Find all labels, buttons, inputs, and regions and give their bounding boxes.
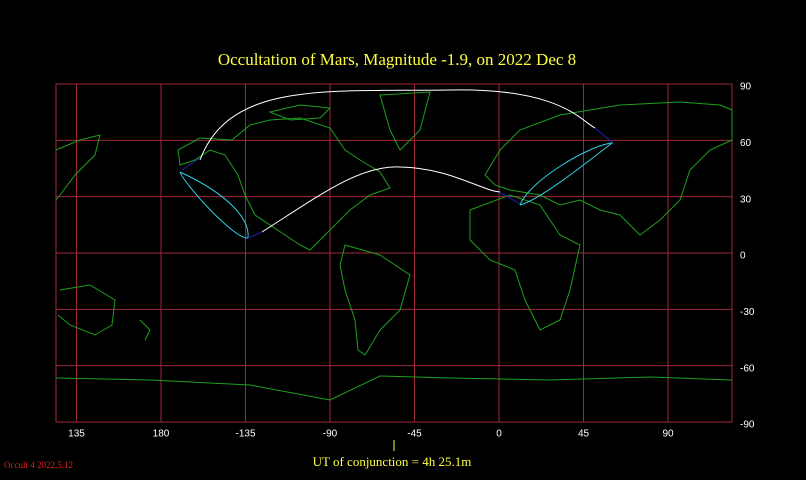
- greenland: [379, 91, 431, 151]
- limit-ends: [181, 127, 613, 239]
- south-america: [339, 244, 411, 356]
- latitude-label: 0: [740, 251, 746, 262]
- latitude-label: 90: [740, 82, 752, 93]
- longitude-label: -135: [235, 429, 255, 440]
- latitude-label: 30: [740, 194, 752, 205]
- conjunction-time: UT of conjunction = 4h 25.1m: [313, 454, 472, 469]
- version: Occult 4 2022.5.12: [4, 460, 73, 470]
- latitude-label: 60: [740, 138, 752, 149]
- occultation-paths: [179, 89, 614, 239]
- southern-limit: [261, 166, 501, 233]
- northern-limit: [199, 89, 596, 161]
- longitude-label: -90: [323, 429, 338, 440]
- map-grid: [55, 83, 733, 423]
- east-asia: [55, 134, 101, 201]
- latitude-label: -30: [740, 307, 755, 318]
- longitude-label: 135: [68, 429, 85, 440]
- longitude-label: -45: [407, 429, 422, 440]
- eurasia: [484, 101, 733, 236]
- africa: [469, 194, 581, 331]
- latitude-label: -60: [740, 363, 755, 374]
- north-america: [177, 117, 391, 251]
- coastlines: [55, 91, 733, 401]
- longitude-label: 90: [662, 429, 674, 440]
- new-zealand: [139, 319, 151, 341]
- antarctica: [55, 375, 733, 401]
- arctic-islands: [268, 104, 332, 121]
- longitude-label: 0: [496, 429, 502, 440]
- longitude-label: 45: [578, 429, 590, 440]
- east-loop: [519, 142, 614, 206]
- australia: [57, 284, 116, 336]
- title: Occultation of Mars, Magnitude -1.9, on …: [218, 50, 576, 69]
- latitude-label: -90: [740, 420, 755, 431]
- longitude-label: 180: [153, 429, 170, 440]
